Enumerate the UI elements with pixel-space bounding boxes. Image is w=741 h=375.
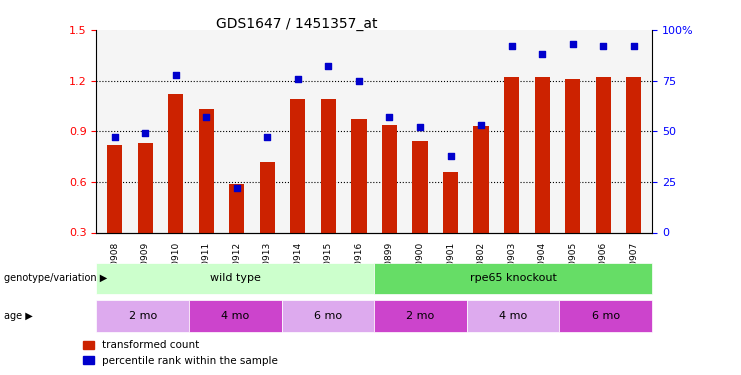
Bar xyxy=(321,99,336,232)
Bar xyxy=(107,145,122,232)
Bar xyxy=(351,119,367,232)
Bar xyxy=(290,99,305,232)
Text: 2 mo: 2 mo xyxy=(406,311,435,321)
Point xyxy=(628,43,639,49)
Bar xyxy=(382,124,397,232)
Bar xyxy=(473,126,489,232)
Point xyxy=(353,78,365,84)
Point xyxy=(292,76,304,82)
Bar xyxy=(565,79,580,232)
Bar xyxy=(413,141,428,232)
Text: age ▶: age ▶ xyxy=(4,311,33,321)
Bar xyxy=(626,77,642,232)
Text: rpe65 knockout: rpe65 knockout xyxy=(470,273,556,284)
Text: 4 mo: 4 mo xyxy=(221,311,250,321)
Point xyxy=(597,43,609,49)
Bar xyxy=(199,110,214,232)
Text: 6 mo: 6 mo xyxy=(314,311,342,321)
Legend: transformed count, percentile rank within the sample: transformed count, percentile rank withi… xyxy=(79,336,282,370)
Point xyxy=(200,114,212,120)
Point xyxy=(505,43,517,49)
Point xyxy=(322,63,334,69)
Point xyxy=(170,72,182,78)
Text: GDS1647 / 1451357_at: GDS1647 / 1451357_at xyxy=(216,17,377,31)
Point xyxy=(567,41,579,47)
Point xyxy=(445,153,456,159)
Point xyxy=(414,124,426,130)
Point xyxy=(139,130,151,136)
Point xyxy=(109,134,121,140)
Bar xyxy=(229,184,245,232)
Bar xyxy=(259,162,275,232)
Text: 6 mo: 6 mo xyxy=(592,311,619,321)
Bar xyxy=(534,77,550,232)
Point xyxy=(384,114,396,120)
Point xyxy=(231,185,243,191)
Bar xyxy=(596,77,611,232)
Bar xyxy=(138,143,153,232)
Point xyxy=(262,134,273,140)
Bar xyxy=(443,172,458,232)
Text: genotype/variation ▶: genotype/variation ▶ xyxy=(4,273,107,284)
Text: wild type: wild type xyxy=(210,273,261,284)
Point xyxy=(475,122,487,128)
Bar xyxy=(168,94,183,232)
Point xyxy=(536,51,548,57)
Bar xyxy=(504,77,519,232)
Text: 4 mo: 4 mo xyxy=(499,311,528,321)
Text: 2 mo: 2 mo xyxy=(128,311,157,321)
